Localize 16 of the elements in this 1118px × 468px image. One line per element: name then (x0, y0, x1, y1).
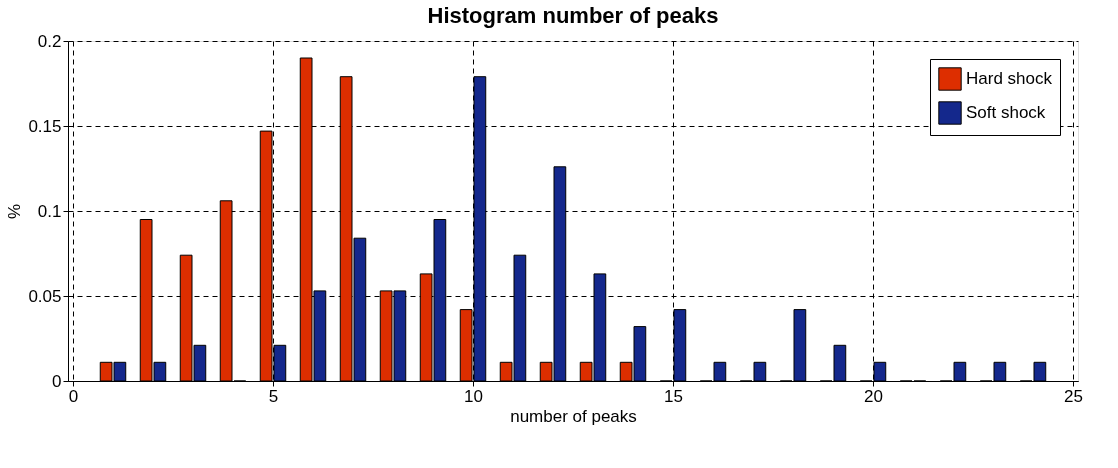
x-axis-title: number of peaks (510, 406, 637, 426)
y-tick-label: 0.2 (37, 31, 62, 51)
y-tick-label: 0.05 (28, 286, 62, 306)
y-tick-label: 0.1 (37, 201, 62, 221)
x-tick-label: 25 (1064, 386, 1083, 406)
y-tick-label: 0 (52, 371, 62, 391)
x-tick-label: 5 (268, 386, 279, 406)
legend-label: Hard shock (966, 69, 1053, 88)
y-axis-title: % (5, 203, 25, 220)
x-tick-label: 0 (68, 386, 79, 406)
x-tick-label: 10 (464, 386, 483, 406)
x-tick-label: 20 (864, 386, 883, 406)
chart-title: Histogram number of peaks (427, 3, 719, 28)
x-tick-label: 15 (664, 386, 683, 406)
y-tick-label: 0.15 (28, 116, 62, 136)
legend-label: Soft shock (966, 103, 1046, 122)
